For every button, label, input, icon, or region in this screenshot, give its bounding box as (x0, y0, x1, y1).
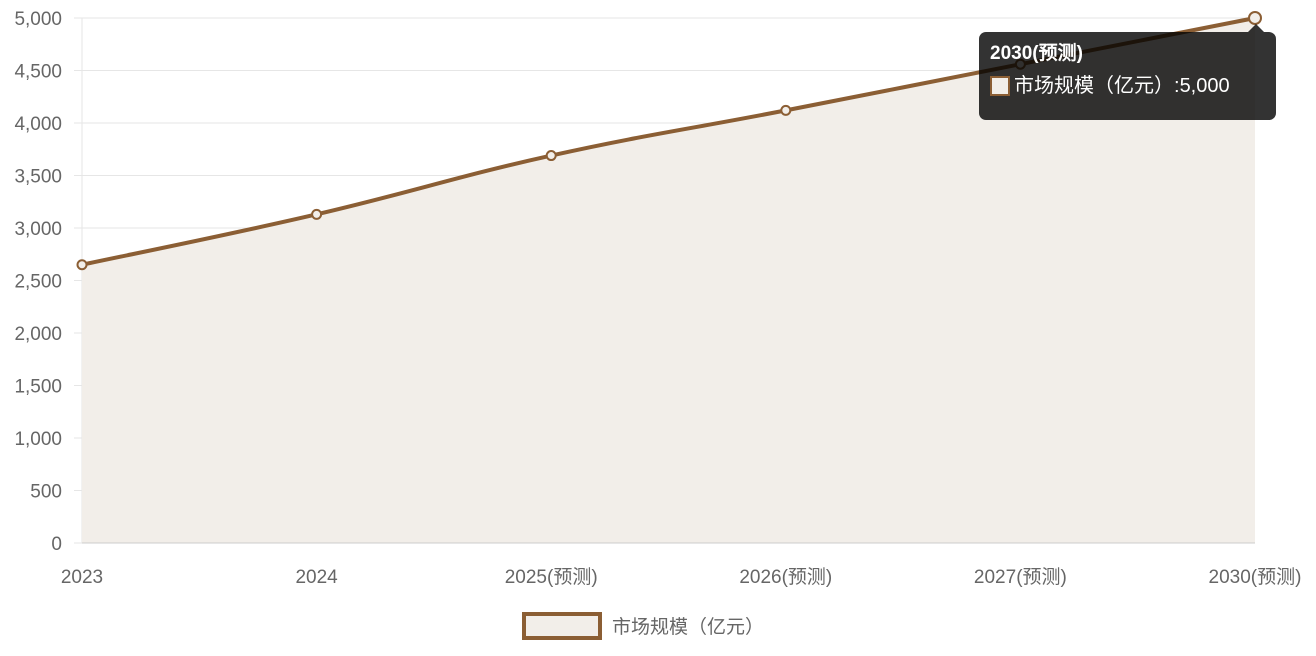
legend-swatch (522, 612, 602, 640)
series-area-fill (82, 18, 1255, 543)
x-tick-label: 2026(预测) (739, 566, 832, 588)
x-tick-label: 2024 (295, 567, 338, 588)
x-tick-label: 2030(预测) (1209, 566, 1302, 588)
data-point (780, 104, 792, 116)
tooltip-value: 5,000 (1179, 75, 1230, 97)
x-tick-label: 2025(预测) (505, 566, 598, 588)
y-tick-label: 1,500 (14, 377, 62, 398)
y-tick-label: 3,000 (14, 219, 62, 240)
y-tick-label: 4,500 (14, 62, 62, 83)
y-tick-label: 500 (30, 482, 62, 503)
tooltip-title: 2030(预测) (990, 43, 1083, 64)
tooltip-separator: : (1174, 75, 1180, 97)
y-tick-label: 5,000 (14, 9, 62, 30)
tooltip-series-label: 市场规模（亿元） (1014, 75, 1174, 97)
x-tick-label: 2027(预测) (974, 566, 1067, 588)
data-point (545, 150, 557, 162)
data-point (1248, 11, 1262, 25)
tooltip-series-swatch (990, 76, 1010, 96)
y-tick-label: 2,500 (14, 272, 62, 293)
y-tick-label: 3,500 (14, 167, 62, 188)
x-tick-label: 2023 (61, 567, 103, 588)
y-tick-label: 1,000 (14, 429, 62, 450)
y-tick-label: 0 (51, 534, 62, 555)
tooltip-row: 市场规模（亿元） : 5,000 (990, 72, 1265, 100)
y-tick-label: 4,000 (14, 114, 62, 135)
data-tooltip: 2030(预测) 市场规模（亿元） : 5,000 (979, 24, 1276, 120)
legend-label: 市场规模（亿元） (612, 616, 764, 638)
y-tick-label: 2,000 (14, 324, 62, 345)
tooltip-caret (1248, 24, 1264, 32)
data-point (311, 208, 323, 220)
data-point (76, 259, 88, 271)
